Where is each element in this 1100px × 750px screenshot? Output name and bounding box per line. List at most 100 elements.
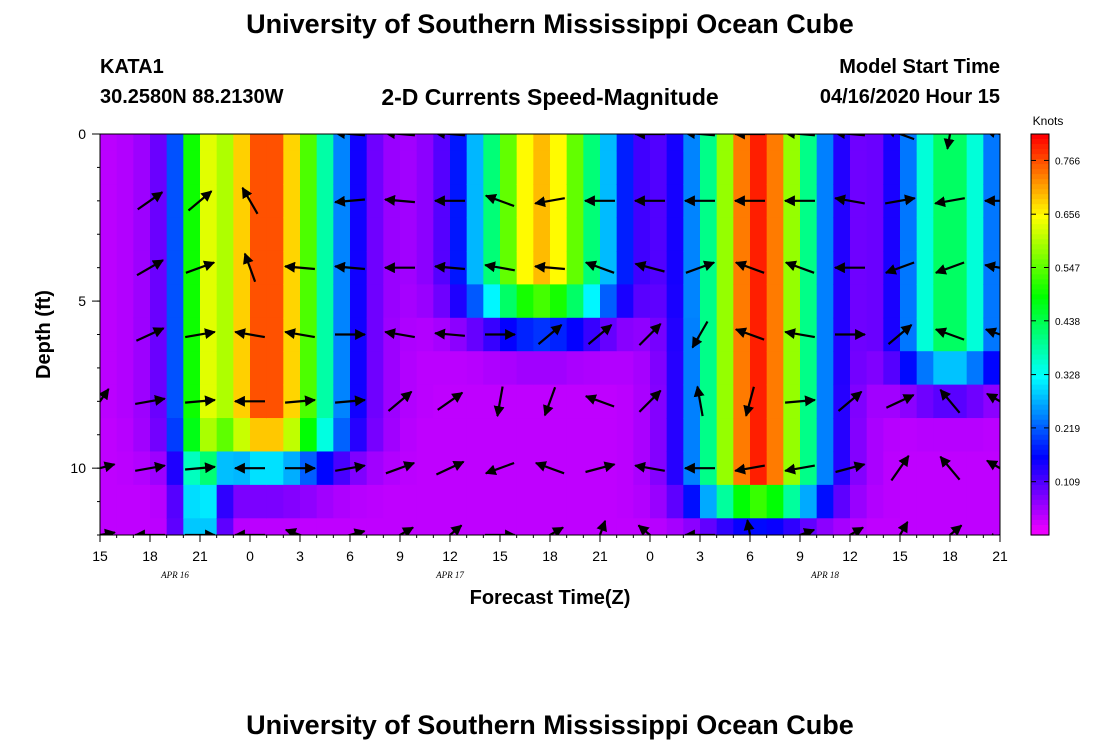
colorbar-swatch (1031, 374, 1049, 381)
heatmap-cell (216, 217, 234, 252)
heatmap-cell (333, 284, 351, 319)
heatmap-cell (250, 418, 268, 453)
heatmap-cell (700, 284, 718, 319)
heatmap-cell (933, 518, 951, 535)
current-vector (136, 259, 164, 277)
heatmap-cell (583, 351, 601, 386)
current-vector (584, 394, 615, 408)
heatmap-cell (266, 451, 284, 486)
heatmap-cell (816, 284, 834, 319)
heatmap-cell (116, 317, 134, 352)
heatmap-cell (433, 150, 451, 185)
heatmap-cell (766, 418, 784, 453)
heatmap-cell (816, 384, 834, 419)
heatmap-cell (766, 184, 784, 219)
heatmap-cell (816, 250, 834, 285)
heatmap-cell (116, 484, 134, 519)
heatmap-cell (416, 250, 434, 285)
heatmap-cell (850, 217, 868, 252)
current-vector (785, 395, 816, 407)
heatmap-cell (950, 284, 968, 319)
heatmap-cell (233, 134, 251, 152)
heatmap-cell (750, 484, 768, 519)
heatmap-cell (483, 518, 501, 535)
heatmap-cell (400, 217, 418, 252)
heatmap-cell (400, 134, 418, 152)
heatmap-cell (350, 418, 368, 453)
heatmap-cell (266, 484, 284, 519)
heatmap-cell (850, 284, 868, 319)
heatmap-cell (450, 384, 468, 419)
heatmap-cell (283, 351, 301, 386)
heatmap-cell (666, 184, 684, 219)
heatmap-cell (900, 250, 918, 285)
heatmap-cell (183, 217, 201, 252)
current-vector (135, 461, 166, 473)
heatmap-cell (900, 484, 918, 519)
colorbar-swatch (1031, 349, 1049, 356)
heatmap-cell (716, 284, 734, 319)
heatmap-cell (883, 451, 901, 486)
y-tick-label: 0 (78, 126, 86, 142)
heatmap-cell (733, 484, 751, 519)
colorbar-swatch (1031, 244, 1049, 250)
heatmap-cell (700, 484, 718, 519)
current-vector (135, 327, 165, 342)
heatmap-cell (766, 284, 784, 319)
heatmap-cell (733, 217, 751, 252)
current-vector (434, 328, 465, 340)
heatmap-cell (666, 217, 684, 252)
heatmap-cell (450, 134, 468, 152)
current-vector (986, 459, 1000, 471)
heatmap-cell (750, 351, 768, 386)
heatmap-cell (966, 351, 984, 386)
current-vector (897, 521, 909, 535)
heatmap-cell (166, 418, 184, 453)
heatmap-cell (483, 484, 501, 519)
current-vector (547, 526, 564, 535)
heatmap-cell (233, 250, 251, 285)
colorbar-swatch (1031, 264, 1049, 270)
heatmap-cell (450, 484, 468, 519)
heatmap-cell (750, 418, 768, 453)
heatmap-cell (700, 250, 718, 285)
heatmap-cell (133, 317, 151, 352)
heatmap-cell (983, 418, 1000, 453)
y-tick-label: 10 (70, 460, 86, 476)
colorbar-swatch (1031, 439, 1049, 446)
heatmap-cell (666, 317, 684, 352)
heatmap-cell (166, 150, 184, 185)
heatmap-cell (416, 351, 434, 386)
heatmap-cell (733, 134, 751, 152)
heatmap-cell (250, 134, 268, 152)
heatmap-cell (783, 134, 801, 152)
heatmap-cell (650, 217, 668, 252)
heatmap-cell (150, 317, 168, 352)
current-vector (384, 328, 415, 340)
heatmap-cell (833, 418, 851, 453)
current-vector (596, 519, 607, 535)
colorbar-swatch (1031, 304, 1049, 311)
colorbar-swatch (1031, 289, 1049, 295)
heatmap-cell (633, 217, 651, 252)
heatmap-cell (466, 250, 484, 285)
heatmap-cell (183, 134, 201, 152)
x-tick-label: 3 (696, 548, 704, 564)
heatmap-cell (983, 384, 1000, 419)
x-tick-label: 9 (396, 548, 404, 564)
heatmap-cell (133, 451, 151, 486)
colorbar-swatch (1031, 229, 1049, 235)
heatmap-cell (466, 134, 484, 152)
heatmap-cell (166, 184, 184, 219)
heatmap-cell (583, 418, 601, 453)
current-vector (334, 195, 365, 207)
heatmap-cell (500, 418, 518, 453)
current-vector (743, 519, 755, 535)
colorbar-swatch (1031, 284, 1049, 290)
heatmap-cell (650, 484, 668, 519)
heatmap-cell (316, 384, 334, 419)
heatmap-cell (500, 451, 518, 486)
heatmap-cell (900, 518, 918, 535)
heatmap-cell (200, 250, 218, 285)
heatmap-cell (583, 150, 601, 185)
